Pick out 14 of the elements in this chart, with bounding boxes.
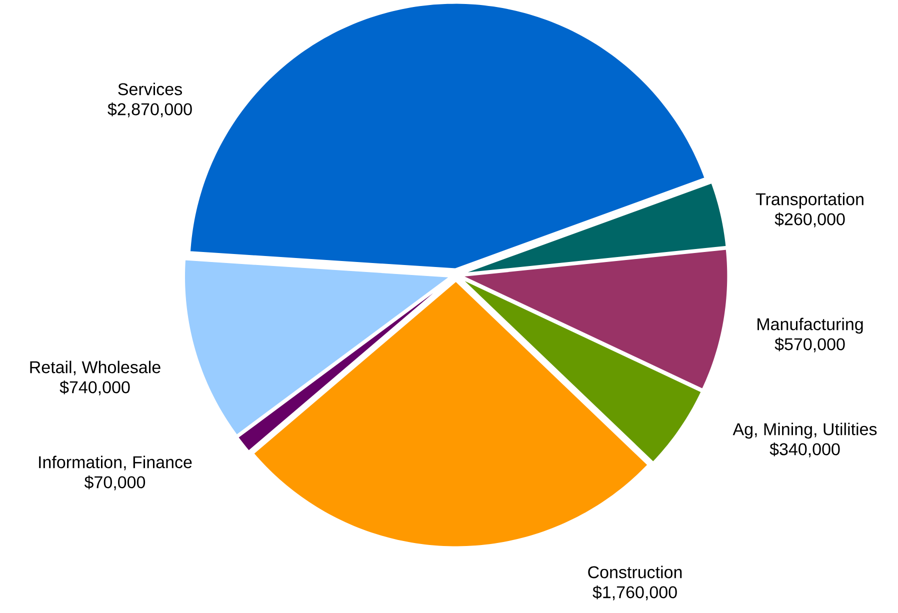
- slice-label: Construction: [588, 566, 682, 578]
- data-label: $740,000: [60, 380, 130, 396]
- data-label: $70,000: [84, 475, 146, 490]
- slice-label: Retail, Wholesale: [30, 360, 160, 376]
- slice-label: Services: [118, 82, 182, 96]
- slice-label: Transportation: [756, 192, 864, 209]
- slice-label: Information, Finance: [39, 456, 192, 470]
- data-label: $1,760,000: [592, 585, 677, 600]
- data-label: $570,000: [774, 337, 845, 352]
- data-label: $260,000: [774, 212, 845, 228]
- slice-label: Ag, Mining, Utilities: [732, 422, 877, 439]
- data-label: $2,870,000: [108, 102, 192, 118]
- data-label: $340,000: [770, 442, 840, 458]
- slice-label: Manufacturing: [758, 318, 863, 334]
